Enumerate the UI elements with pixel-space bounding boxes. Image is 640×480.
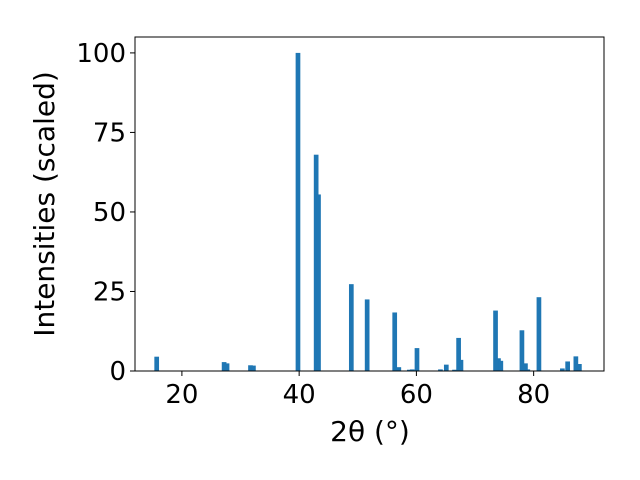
bar	[251, 365, 256, 371]
bar	[565, 361, 570, 371]
bar	[443, 364, 449, 371]
x-axis-label: 2θ (°)	[330, 415, 410, 448]
bar	[456, 337, 461, 371]
bar	[452, 369, 457, 371]
bar	[498, 360, 504, 371]
bar	[438, 369, 443, 371]
y-axis-ticks: 0 25 50 75 100	[76, 39, 135, 387]
y-tick-label: 100	[76, 39, 126, 69]
x-tick-label: 20	[165, 380, 198, 410]
y-tick-label: 0	[109, 357, 126, 387]
bar	[295, 52, 301, 372]
plot-frame	[134, 36, 605, 372]
bar	[154, 356, 160, 371]
bar	[409, 369, 415, 371]
y-tick-label: 75	[93, 118, 126, 148]
bar	[221, 362, 227, 371]
bar	[248, 365, 253, 371]
bar	[396, 367, 402, 371]
bar-series	[154, 52, 582, 372]
y-axis-label: Intensities (scaled)	[28, 71, 61, 337]
bar	[224, 363, 230, 371]
bar	[364, 299, 370, 371]
bar	[560, 368, 565, 371]
bar	[577, 364, 582, 371]
y-tick-label: 25	[93, 277, 126, 307]
bar	[573, 356, 579, 371]
x-tick-label: 80	[517, 380, 550, 410]
x-tick-label: 40	[283, 380, 316, 410]
bar	[392, 312, 398, 371]
x-tick-label: 60	[400, 380, 433, 410]
y-tick-label: 50	[93, 198, 126, 228]
bar	[493, 310, 498, 371]
bar	[348, 284, 354, 371]
bar	[414, 348, 420, 371]
bar	[525, 369, 531, 371]
bar	[316, 194, 321, 371]
bar	[536, 297, 542, 371]
bar	[519, 330, 525, 371]
bar	[458, 359, 464, 371]
x-axis-ticks: 20 40 60 80	[165, 371, 550, 410]
bar	[407, 369, 412, 371]
bar	[523, 363, 528, 371]
